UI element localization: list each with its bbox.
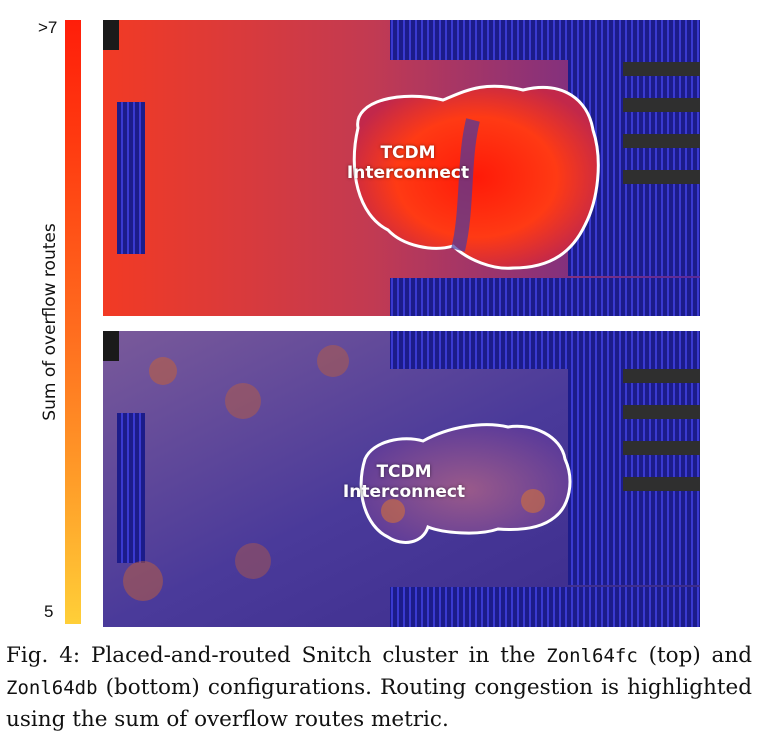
top-tcdm-label: TCDM Interconnect [318, 143, 498, 183]
caption-suffix: (bottom) configurations. Routing congest… [6, 675, 752, 732]
bottom-layout-panel [103, 331, 700, 627]
top-layout-image [103, 20, 700, 316]
figure-caption: Fig. 4: Placed-and-routed Snitch cluster… [6, 640, 752, 735]
colorbar-min-label: 5 [44, 602, 54, 621]
colorbar-max-label: >7 [38, 18, 58, 37]
colorbar-title: Sum of overflow routes [40, 223, 60, 421]
bottom-tcdm-label-line2: Interconnect [342, 482, 466, 502]
bottom-tcdm-label-line1: TCDM [376, 462, 432, 482]
top-tcdm-label-line2: Interconnect [346, 163, 470, 183]
bottom-layout-image [103, 331, 700, 627]
caption-config-a: Zonl64fc [546, 645, 638, 667]
bottom-tcdm-label: TCDM Interconnect [314, 462, 494, 502]
colorbar [65, 20, 81, 624]
caption-middle: (top) and [637, 643, 752, 668]
caption-prefix: Fig. 4: Placed-and-routed Snitch cluster… [6, 643, 547, 668]
caption-config-b: Zonl64db [6, 677, 98, 699]
top-layout-panel [103, 20, 700, 316]
top-tcdm-label-line1: TCDM [380, 143, 436, 163]
